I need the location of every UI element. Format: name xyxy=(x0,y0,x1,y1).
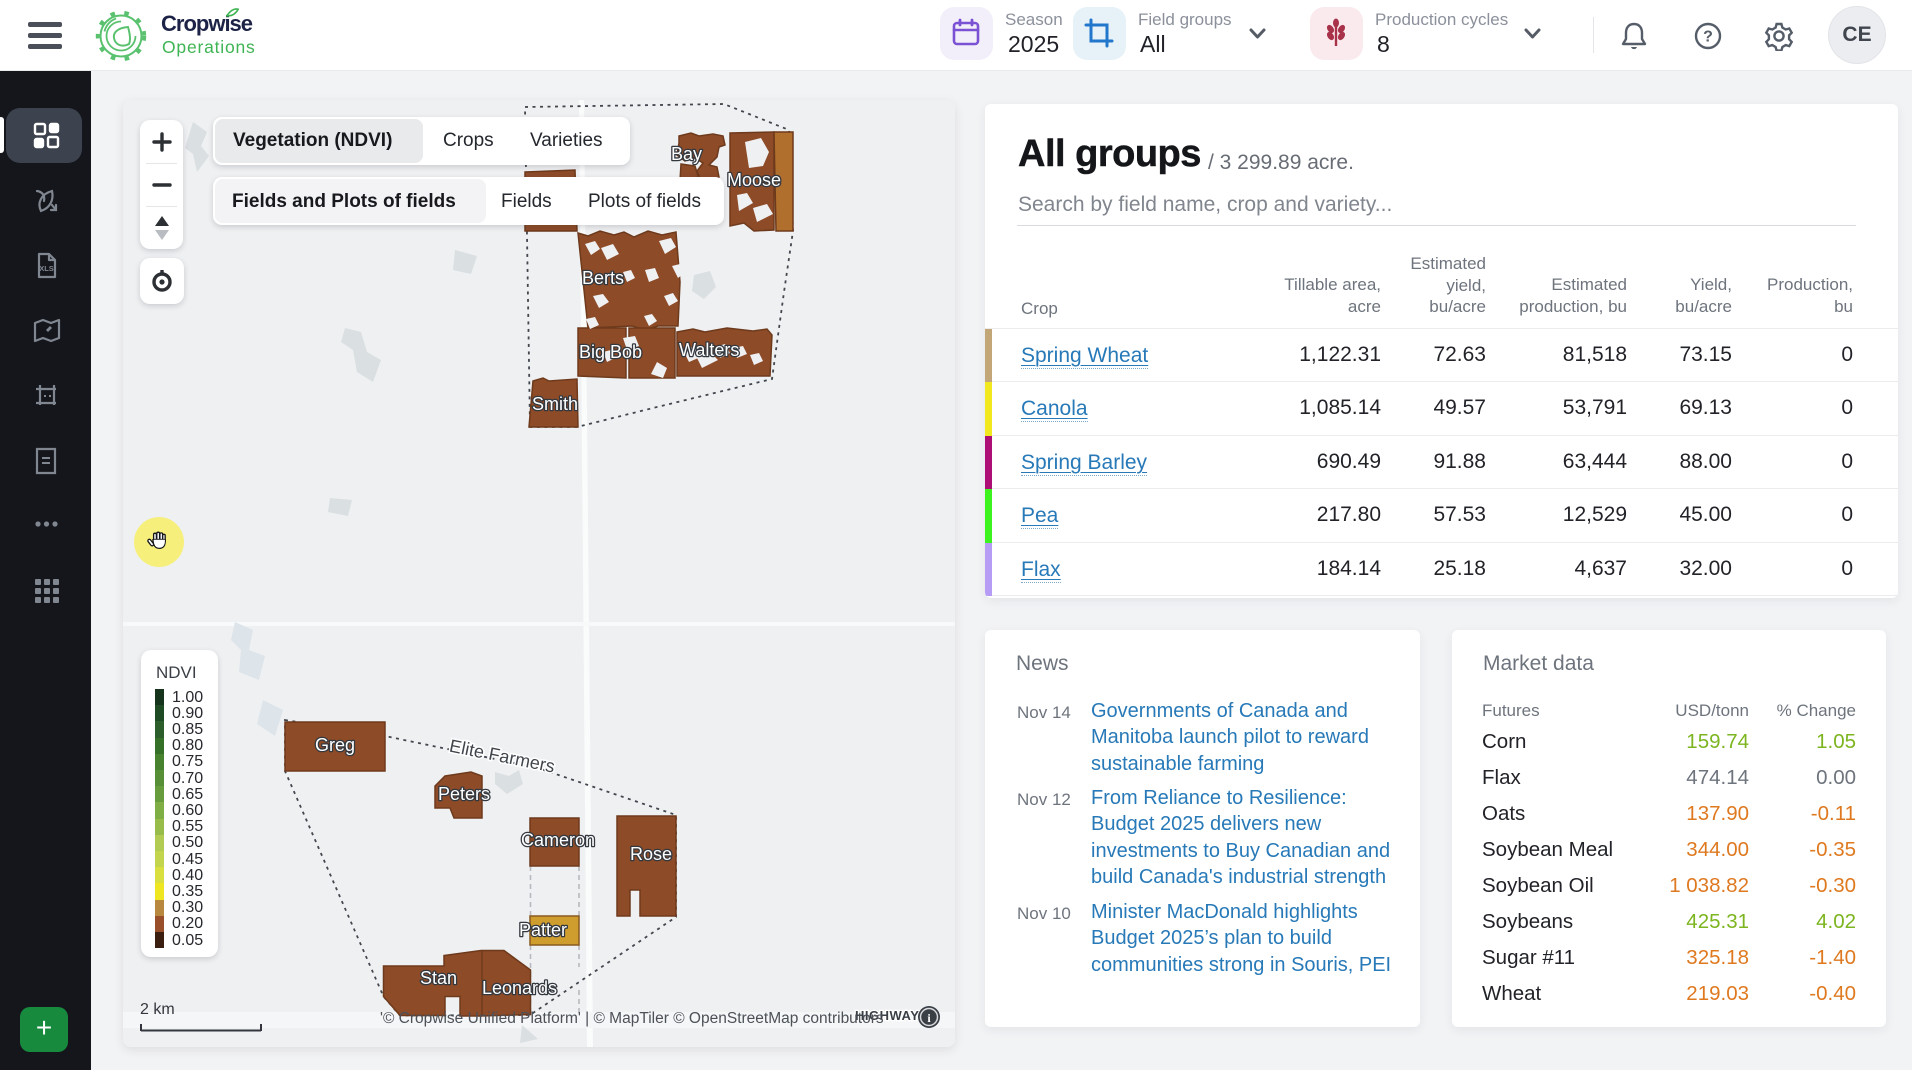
svg-text:i: i xyxy=(927,1011,931,1025)
svg-text:Cameron: Cameron xyxy=(521,830,595,850)
svg-text:Patter: Patter xyxy=(519,920,567,940)
svg-text:Greg: Greg xyxy=(315,735,355,755)
svg-text:XLS: XLS xyxy=(39,264,54,273)
svg-text:Big Bob: Big Bob xyxy=(579,342,642,362)
svg-text:Stan: Stan xyxy=(420,968,457,988)
svg-text:Peters: Peters xyxy=(438,784,490,804)
svg-text:Walters: Walters xyxy=(679,340,739,360)
svg-text:Berts: Berts xyxy=(582,268,624,288)
svg-text:Rose: Rose xyxy=(630,844,672,864)
svg-text:Leonards: Leonards xyxy=(482,978,557,998)
svg-text:Smith: Smith xyxy=(532,394,578,414)
svg-text:Bay: Bay xyxy=(671,144,702,164)
svg-text:?: ? xyxy=(1703,29,1713,46)
svg-text:Moose: Moose xyxy=(727,170,781,190)
svg-text:HIGHWAY 10: HIGHWAY 10 xyxy=(855,1008,939,1023)
